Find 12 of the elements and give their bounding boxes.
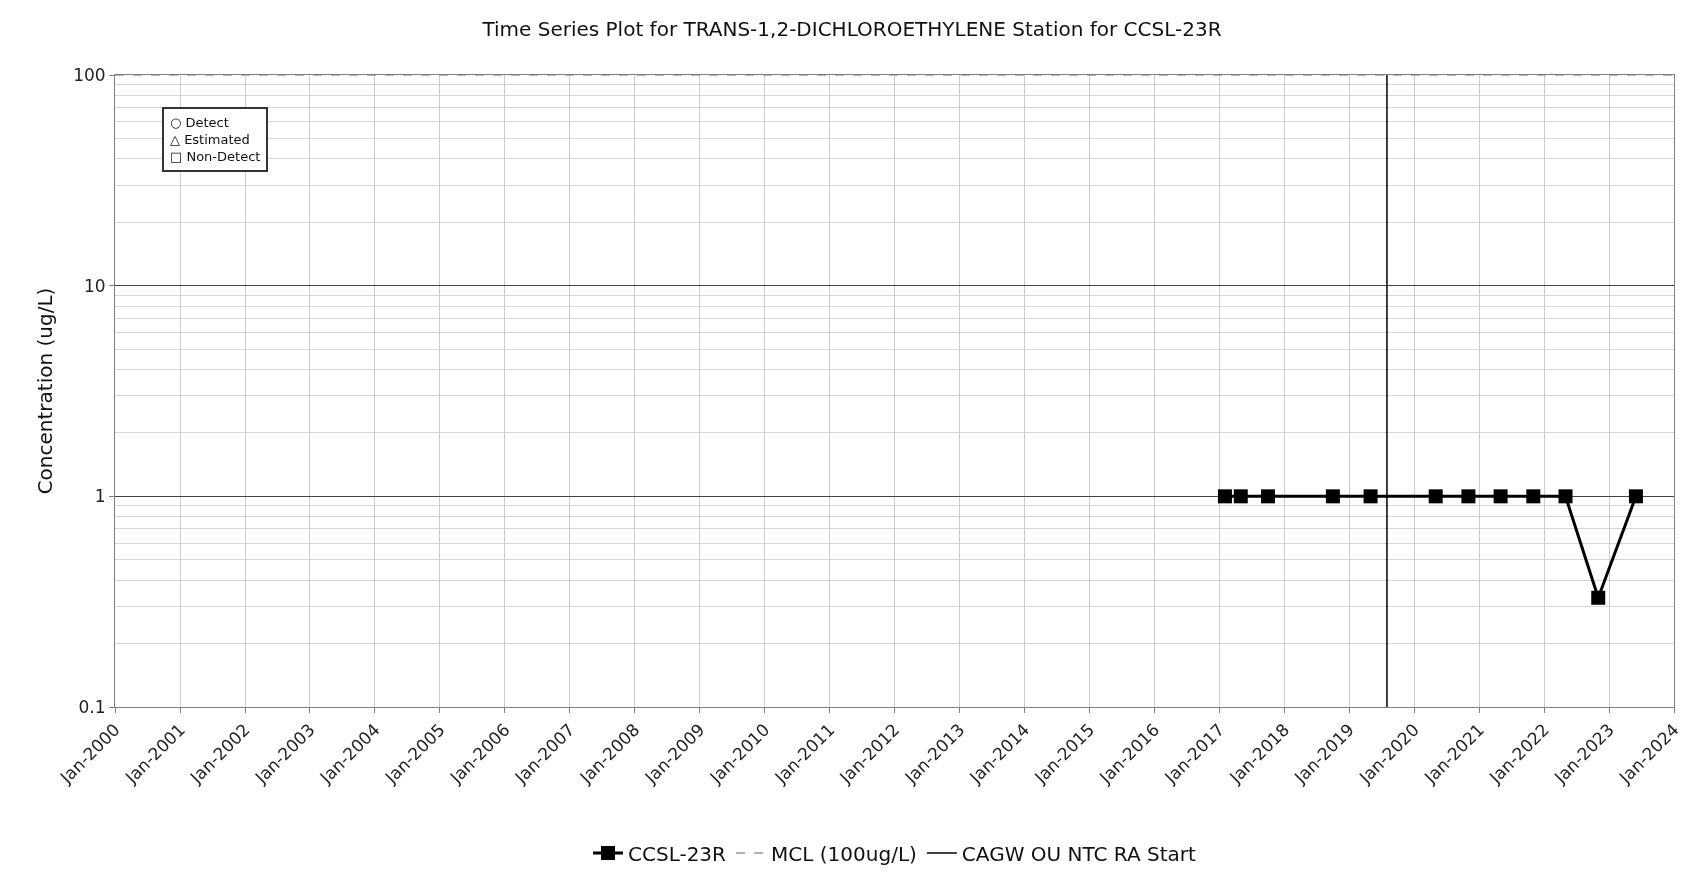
legend-label: CCSL-23R [628, 841, 727, 866]
y-tick-label: 0.1 [78, 696, 106, 717]
chart-title: Time Series Plot for TRANS-1,2-DICHLOROETHYLENE Station for CCSL-23R [481, 17, 1222, 42]
legend-label: MCL (100ug/L) [771, 841, 917, 866]
y-tick-label: 100 [73, 64, 106, 85]
y-axis-title: Concentration (ug/L) [32, 287, 57, 495]
annotation: ○ Detect [170, 115, 229, 130]
legend-label: CAGW OU NTC RA Start [961, 841, 1196, 866]
annotation: △ Estimated [170, 131, 250, 147]
y-tick-label: 1 [94, 486, 106, 507]
annotation: □ Non-Detect [170, 148, 261, 164]
y-tick-label: 10 [83, 275, 106, 296]
